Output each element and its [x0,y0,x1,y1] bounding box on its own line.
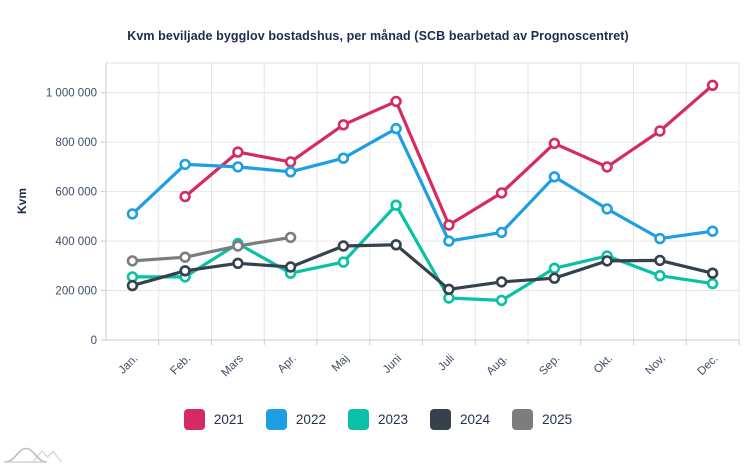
data-point-2024-Feb. [179,265,191,277]
data-point-2022-Mars [232,161,244,173]
x-tick-label: Mars [219,352,246,379]
series-line-2025 [130,235,293,263]
data-point-2022-Apr. [284,166,297,178]
data-point-2024-Nov. [654,254,666,267]
data-point-2025-Feb. [179,251,191,263]
data-point-2023-Maj [337,256,350,268]
x-tick-label: Nov. [643,353,668,378]
data-point-2022-Maj [337,152,350,164]
y-tick-label: 1 000 000 [46,88,97,100]
data-point-2025-Jan. [126,255,139,267]
legend-swatch-2023 [347,409,369,430]
legend-label: 2024 [460,412,491,427]
data-point-2024-Jan. [126,279,139,292]
x-tick-label: Maj [330,353,352,375]
y-tick-label: 400 000 [55,236,97,248]
x-tick-label: Sep. [537,353,562,378]
legend-label: 2025 [542,412,573,427]
series-line-2022 [130,127,715,243]
chart-title: Kvm beviljade bygglov bostadshus, per må… [127,29,629,43]
legend-label: 2022 [295,412,326,427]
data-point-2021-Nov. [654,125,666,137]
legend-label: 2023 [377,412,409,427]
line-chart: 0 200 000 400 000 600 000 800 000 1 000 000 Ja… [46,62,740,379]
x-tick-label: Apr. [276,353,299,376]
data-point-2023-Aug. [495,294,508,307]
x-tick-label: Juli [436,353,457,374]
legend-item-2021[interactable]: 2021 [183,409,244,430]
data-point-2022-Okt. [601,203,613,215]
logo-mountain-shape [32,450,63,463]
data-point-2021-Juni [390,95,402,108]
data-point-2023-Dec. [706,277,719,290]
data-point-2022-Feb. [179,158,191,171]
data-point-2024-Maj [337,240,350,252]
chart-legend: 2021 2022 2023 2024 2025 [0,409,756,430]
legend-swatch-2025 [512,409,534,430]
legend-item-2025[interactable]: 2025 [512,409,572,430]
data-point-2022-Dec. [706,225,719,237]
data-point-2024-Juli [443,283,455,295]
data-point-2022-Sep. [548,171,561,183]
data-point-2022-Aug. [495,226,508,239]
y-tick-label: 0 [91,335,97,347]
y-tick-label: 600 000 [55,187,97,199]
x-tick-label: Dec. [696,353,721,378]
data-point-2024-Juni [390,239,402,251]
data-point-2024-Sep. [548,272,561,284]
series-line-2024 [130,243,715,291]
data-point-2021-Apr. [284,156,297,168]
logo-bell-curve-shape [4,447,48,463]
legend-item-2024[interactable]: 2024 [430,409,490,430]
data-point-2021-Feb. [179,190,191,203]
data-point-2021-Dec. [706,79,719,92]
data-point-2022-Juli [443,235,455,247]
legend-item-2022[interactable]: 2022 [265,409,326,430]
data-point-2022-Juni [390,122,402,135]
legend-swatch-2024 [430,409,452,430]
data-point-2023-Juni [390,199,402,211]
legend-swatch-2022 [265,409,287,430]
legend-item-2023[interactable]: 2023 [347,409,409,430]
x-tick-label: Okt. [592,353,615,376]
data-point-2021-Okt. [601,161,613,173]
legend-swatch-2021 [183,409,205,430]
data-point-2021-Mars [232,146,244,158]
y-tick-label: 200 000 [55,286,97,298]
data-point-2023-Sep. [548,262,561,274]
data-point-2022-Nov. [654,232,666,245]
data-point-2022-Jan. [126,208,139,220]
data-point-2021-Sep. [548,137,561,150]
x-tick-label: Aug. [485,353,510,378]
data-point-2025-Mars [232,240,244,252]
data-point-2024-Okt. [601,255,613,267]
x-tick-label: Juni [381,353,404,376]
data-point-2024-Dec. [706,267,719,279]
data-point-2023-Nov. [654,270,666,282]
data-point-2024-Apr. [284,261,297,273]
legend-label: 2021 [213,412,244,427]
data-point-2021-Maj [337,119,350,131]
data-point-2021-Juli [443,219,455,231]
data-point-2025-Apr. [284,231,297,244]
data-point-2024-Mars [232,257,244,269]
x-tick-label: Feb. [168,353,193,378]
data-point-2024-Aug. [495,276,508,288]
data-point-2021-Aug. [495,187,508,199]
x-tick-label: Jan. [117,353,141,377]
y-tick-label: 800 000 [55,137,97,149]
prognoscentret-logo [4,447,63,463]
